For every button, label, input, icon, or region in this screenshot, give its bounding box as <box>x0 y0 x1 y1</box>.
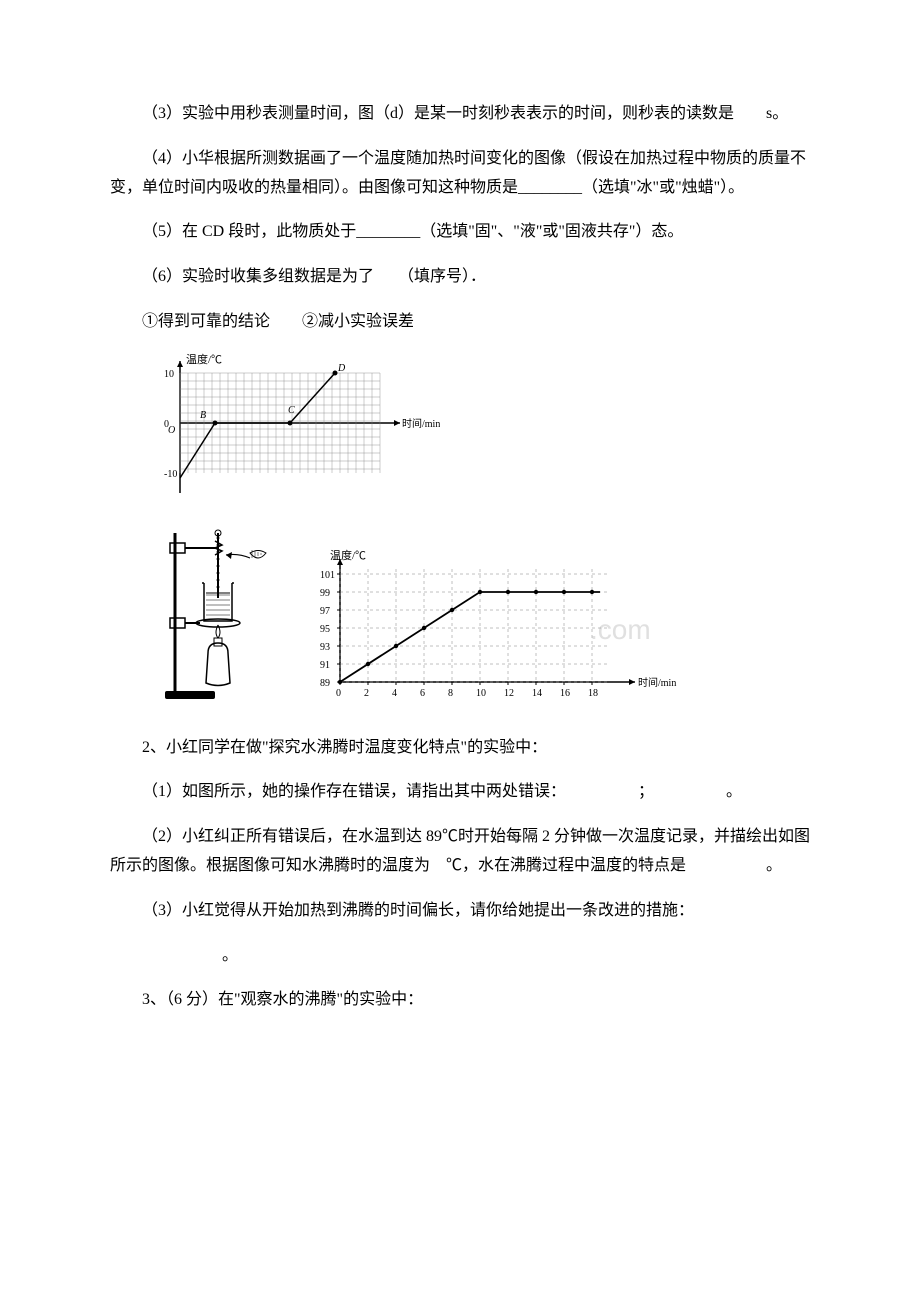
question-6-options: ①得到可靠的结论 ②减小实验误差 <box>110 308 810 337</box>
svg-text:B: B <box>200 410 206 421</box>
question-3: （3）实验中用秒表测量时间，图（d）是某一时刻秒表表示的时间，则秒表的读数是 s… <box>110 100 810 129</box>
problem-2-q1: （1）如图所示，她的操作存在错误，请指出其中两处错误： ； 。 <box>110 778 810 807</box>
svg-text:14: 14 <box>532 688 542 699</box>
chart-2-boiling: WW.com温度/℃时间/min101999795939189024681012… <box>310 549 680 714</box>
svg-text:D: D <box>337 363 346 374</box>
svg-text:10: 10 <box>476 688 486 699</box>
problem-2-q3b: 。 <box>110 942 810 971</box>
svg-text:91: 91 <box>320 660 330 671</box>
svg-text:10: 10 <box>164 369 174 380</box>
svg-text:时间/min: 时间/min <box>402 417 440 430</box>
svg-text:C: C <box>288 405 295 416</box>
svg-text:6: 6 <box>420 688 425 699</box>
apparatus-svg <box>160 523 290 703</box>
svg-text:.com: .com <box>590 614 651 645</box>
problem-3: 3、（6 分）在"观察水的沸腾"的实验中： <box>110 986 810 1015</box>
svg-text:4: 4 <box>392 688 397 699</box>
svg-text:93: 93 <box>320 642 330 653</box>
svg-text:18: 18 <box>588 688 598 699</box>
chart-2-svg: WW.com温度/℃时间/min101999795939189024681012… <box>310 549 680 714</box>
chart-1-melting: 温度/℃ 时间/min O 10 0 -10 B C D <box>160 353 810 513</box>
problem-2-intro: 2、小红同学在做"探究水沸腾时温度变化特点"的实验中： <box>110 734 810 763</box>
svg-text:0: 0 <box>164 419 169 430</box>
question-5: （5）在 CD 段时，此物质处于________（选填"固"、"液"或"固液共存… <box>110 218 810 247</box>
svg-text:99: 99 <box>320 588 330 599</box>
question-4: （4）小华根据所测数据画了一个温度随加热时间变化的图像（假设在加热过程中物质的质… <box>110 145 810 203</box>
svg-text:8: 8 <box>448 688 453 699</box>
question-6: （6）实验时收集多组数据是为了 （填序号）． <box>110 263 810 292</box>
svg-text:时间/min: 时间/min <box>638 676 676 689</box>
svg-text:0: 0 <box>336 688 341 699</box>
svg-text:95: 95 <box>320 624 330 635</box>
svg-text:101: 101 <box>320 570 335 581</box>
problem-2-q2: （2）小红纠正所有错误后，在水温到达 89℃时开始每隔 2 分钟做一次温度记录，… <box>110 823 810 881</box>
svg-text:12: 12 <box>504 688 514 699</box>
svg-text:16: 16 <box>560 688 570 699</box>
svg-text:-10: -10 <box>164 469 177 480</box>
figures-row-2: WW.com温度/℃时间/min101999795939189024681012… <box>160 523 810 714</box>
figures-container: 温度/℃时间/minO100-10BCD WW.com温度/℃时间/min101… <box>160 353 810 714</box>
svg-text:温度/℃: 温度/℃ <box>186 353 222 366</box>
apparatus-diagram <box>160 523 290 714</box>
svg-text:97: 97 <box>320 606 330 617</box>
chart-1-svg: 温度/℃ 时间/min O 10 0 -10 B C D <box>160 353 440 513</box>
svg-text:O: O <box>168 425 175 436</box>
svg-text:89: 89 <box>320 678 330 689</box>
svg-text:2: 2 <box>364 688 369 699</box>
problem-2-q3: （3）小红觉得从开始加热到沸腾的时间偏长，请你给她提出一条改进的措施： <box>110 897 810 926</box>
svg-text:温度/℃: 温度/℃ <box>330 549 366 562</box>
